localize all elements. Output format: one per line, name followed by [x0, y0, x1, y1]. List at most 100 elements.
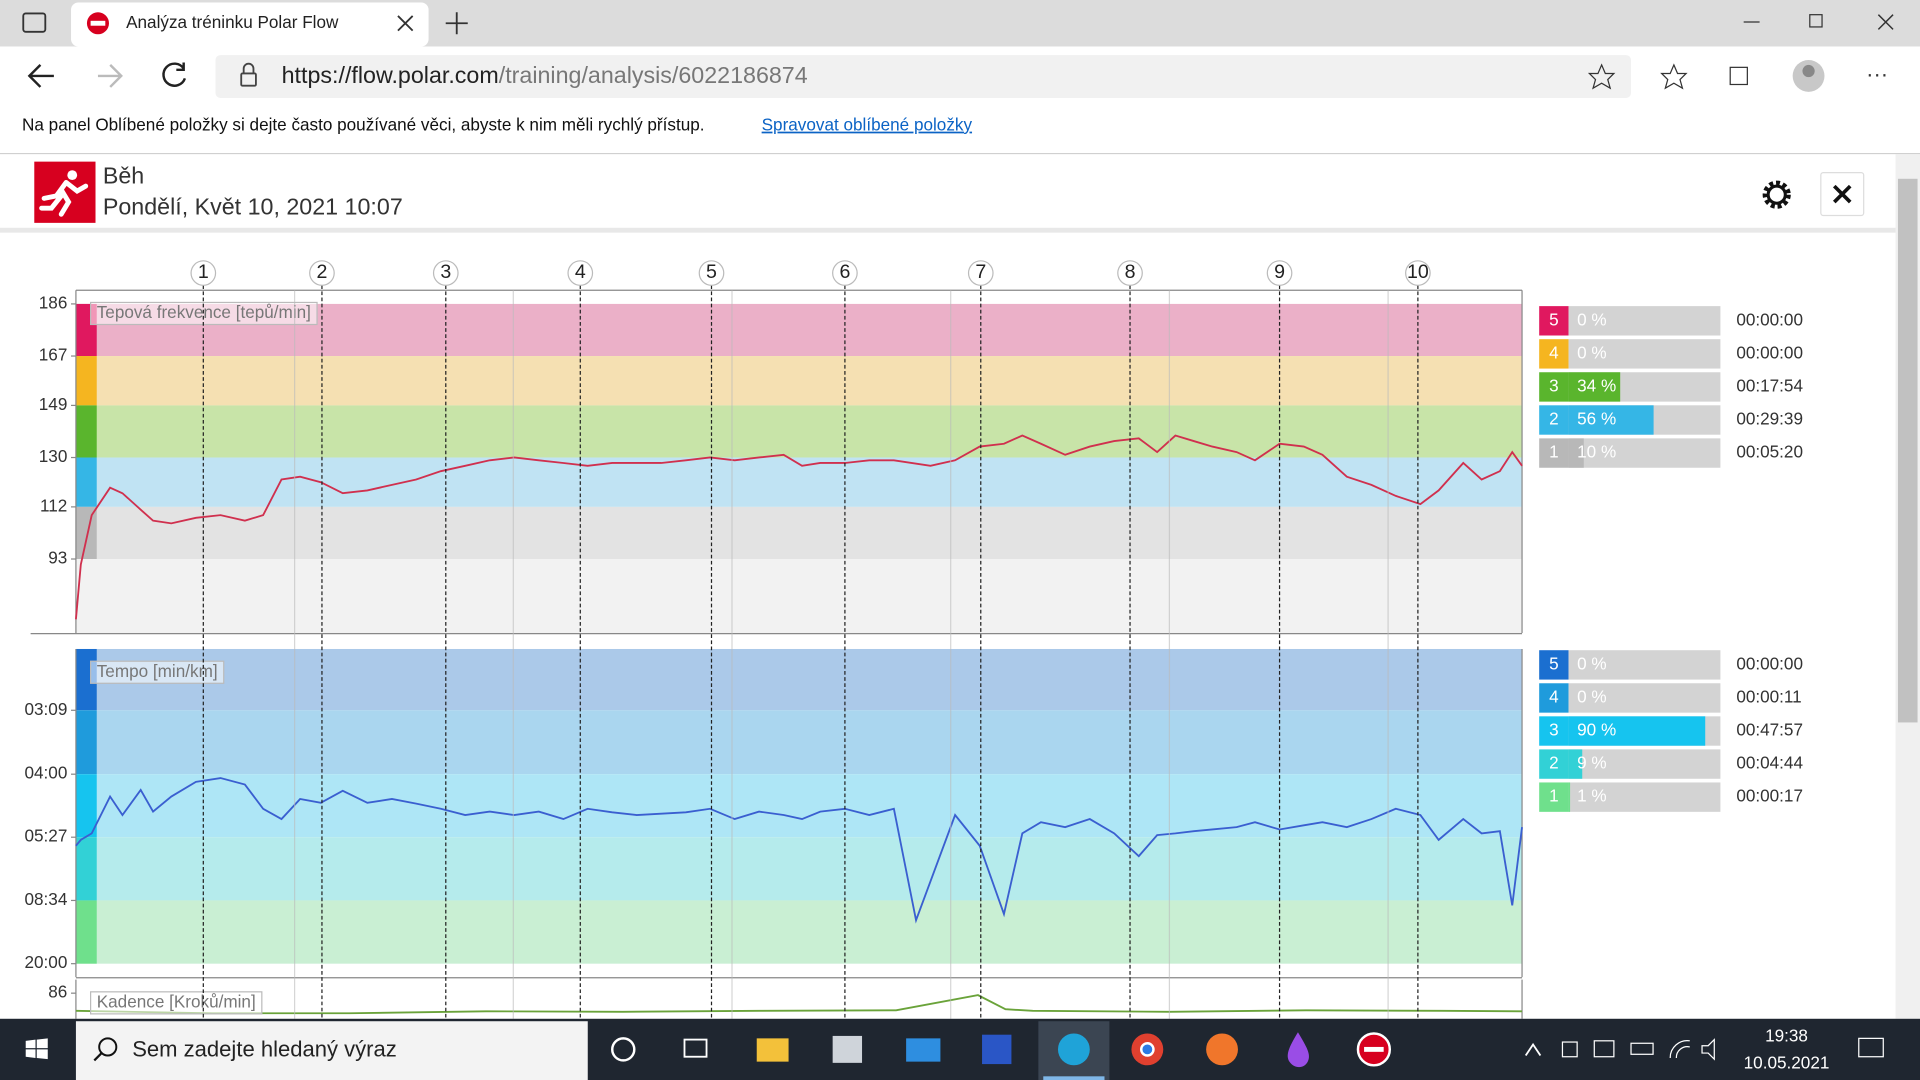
- zone-strip: [75, 837, 97, 901]
- zone-square: [1539, 683, 1569, 713]
- task-view[interactable]: [683, 1038, 708, 1058]
- km-marker-label: 6: [839, 261, 850, 283]
- file-explorer[interactable]: [756, 1038, 789, 1062]
- search-box[interactable]: [75, 1021, 588, 1080]
- zone-number: 1: [1549, 442, 1559, 462]
- km-marker-badge: [432, 260, 459, 286]
- zone-band: [75, 405, 1523, 458]
- url[interactable]: https://flow.polar.com/training/analysis…: [282, 62, 808, 88]
- tray-icon[interactable]: [1561, 1041, 1578, 1058]
- zone-percent: 90 %: [1577, 720, 1616, 740]
- runner-head: [67, 170, 78, 180]
- km-marker-badge: [1405, 260, 1431, 286]
- store[interactable]: [832, 1035, 863, 1063]
- polar-app-mark: [1364, 1046, 1384, 1052]
- km-marker-label: 3: [440, 261, 451, 283]
- zone-percent: 0 %: [1577, 309, 1607, 329]
- edge-underline: [1043, 1076, 1105, 1080]
- km-marker-badge: [832, 260, 858, 286]
- battery[interactable]: [1630, 1042, 1654, 1055]
- zone-bar: [1568, 749, 1583, 779]
- tray-expand[interactable]: [1524, 1042, 1542, 1057]
- menu-button[interactable]: ···: [1866, 62, 1888, 87]
- data-line: [75, 994, 1523, 1015]
- zone-bar: [1568, 716, 1706, 746]
- new-tab[interactable]: [445, 12, 468, 35]
- zone-bar: [1568, 372, 1621, 402]
- training-date: Pondělí, Květ 10, 2021 10:07: [103, 193, 403, 219]
- zone-bar-bg: [1568, 749, 1721, 779]
- profile-head: [1802, 64, 1815, 78]
- restore[interactable]: [1809, 14, 1823, 28]
- zone-bar-bg: [1568, 306, 1721, 336]
- zone-band: [75, 506, 1523, 560]
- forward-button[interactable]: [97, 64, 123, 88]
- wifi[interactable]: [1669, 1040, 1690, 1058]
- lock-icon[interactable]: [240, 72, 257, 87]
- zone-bar-bg: [1568, 650, 1721, 680]
- mail[interactable]: [906, 1038, 941, 1062]
- chart-label-box: [90, 660, 225, 684]
- volume[interactable]: [1701, 1038, 1715, 1061]
- firefox[interactable]: [1206, 1033, 1238, 1066]
- zone-time: 00:17:54: [1736, 375, 1803, 395]
- save-app[interactable]: [982, 1034, 1012, 1065]
- y-tick-label: 86: [48, 982, 67, 1002]
- search-icon-handle: [93, 1052, 103, 1062]
- start-button[interactable]: [25, 1038, 48, 1060]
- drop-app[interactable]: [1287, 1032, 1309, 1068]
- zone-number: 3: [1549, 720, 1559, 740]
- km-marker-label: 10: [1407, 261, 1429, 283]
- active-tab[interactable]: [71, 2, 429, 47]
- zone-bar-bg: [1568, 782, 1721, 812]
- chart-label-box: [90, 991, 263, 1015]
- scrollbar-thumb[interactable]: [1897, 178, 1918, 723]
- zone-band: [75, 837, 1523, 901]
- zone-number: 2: [1549, 753, 1559, 773]
- notifications[interactable]: [1858, 1037, 1884, 1058]
- km-marker-label: 1: [198, 261, 209, 283]
- zone-bar: [1568, 405, 1654, 435]
- window-close[interactable]: [1877, 14, 1894, 30]
- zone-percent: 0 %: [1577, 653, 1607, 673]
- collections[interactable]: [1729, 66, 1748, 86]
- back-button[interactable]: [27, 64, 54, 88]
- add-favorite[interactable]: [1587, 63, 1616, 90]
- tab-close[interactable]: [397, 15, 414, 32]
- km-marker-label: 5: [706, 261, 717, 283]
- zone-square: [1539, 372, 1569, 402]
- reload-button[interactable]: [162, 62, 187, 87]
- settings-gear[interactable]: [1766, 184, 1787, 205]
- address-bar[interactable]: [215, 55, 1632, 98]
- zone-band: [75, 457, 1523, 507]
- edge-icon: [1057, 1033, 1090, 1066]
- tray-icon[interactable]: [1593, 1040, 1615, 1058]
- data-line: [75, 777, 1523, 924]
- zone-band: [75, 356, 1523, 406]
- km-marker-badge: [190, 260, 217, 286]
- zone-band: [75, 648, 1523, 711]
- zone-percent: 1 %: [1577, 786, 1607, 806]
- y-tick-label: 130: [39, 446, 68, 466]
- settings-gear-teeth[interactable]: [1762, 180, 1791, 209]
- y-tick-label: 20:00: [24, 952, 67, 972]
- zone-bar: [1568, 782, 1571, 812]
- zone-percent: 0 %: [1577, 686, 1607, 706]
- zone-time: 00:00:00: [1736, 342, 1803, 362]
- zone-time: 00:29:39: [1736, 409, 1803, 429]
- zone-percent: 34 %: [1577, 375, 1616, 395]
- zone-band: [75, 900, 1523, 964]
- tab-actions[interactable]: [22, 12, 47, 33]
- clock-time[interactable]: 19:38: [1765, 1026, 1808, 1046]
- favorites[interactable]: [1660, 63, 1688, 90]
- km-marker-label: 8: [1125, 261, 1136, 283]
- km-marker-label: 9: [1274, 261, 1285, 283]
- zone-percent: 10 %: [1577, 442, 1616, 462]
- favorites-link[interactable]: Spravovat oblíbené položky: [762, 115, 973, 135]
- zone-percent: 56 %: [1577, 409, 1616, 429]
- zone-number: 2: [1549, 409, 1559, 429]
- clock-date[interactable]: 10.05.2021: [1744, 1053, 1830, 1073]
- cortana[interactable]: [611, 1037, 636, 1062]
